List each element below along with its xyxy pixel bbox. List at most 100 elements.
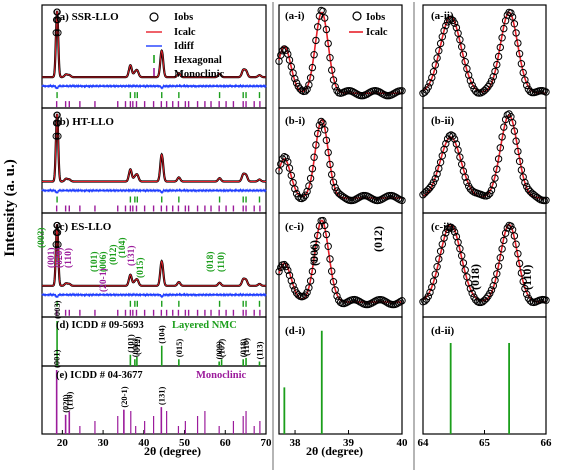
zoom-iobs-point <box>336 298 345 307</box>
x-tick-label: 30 <box>98 437 110 449</box>
hkl-label-hexagonal: (110) <box>216 252 227 272</box>
zoom-iobs-point <box>493 270 501 278</box>
zoom-iobs-point <box>494 155 503 163</box>
zoom-iobs-point <box>514 147 522 156</box>
zoom-iobs-point <box>461 173 469 181</box>
zoom-iobs-point <box>329 278 338 286</box>
label-d-i: (d-i) <box>285 325 306 337</box>
zoom-iobs-point <box>287 277 295 285</box>
zoom-legend-iobs: Iobs <box>366 12 385 23</box>
zoom-iobs-point <box>301 87 310 95</box>
zoom-iobs-point <box>424 83 432 91</box>
zoom-iobs-point <box>424 292 432 301</box>
zoom-iobs-point <box>496 144 504 152</box>
zoom-iobs-point <box>496 254 504 262</box>
icdd-hexagonal-label: (006) <box>130 339 140 358</box>
zoom-iobs-point <box>515 157 524 166</box>
zoom-iobs-point <box>429 178 438 187</box>
zoom-iobs-point <box>507 9 515 17</box>
zoom-iobs-point <box>498 34 506 42</box>
row-a-label: (a) SSR-LLO <box>56 11 119 23</box>
icdd-hexagonal-label: (101) <box>125 334 135 353</box>
zoom-iobs-point <box>507 222 515 230</box>
iobs-point <box>53 111 61 119</box>
icdd-monoclinic-label: (131) <box>156 387 166 406</box>
icalc-line <box>42 10 266 78</box>
zoom-iobs-point <box>442 139 450 148</box>
zoom-iobs-point <box>500 24 508 33</box>
zoom-iobs-point <box>450 135 459 143</box>
hkl-label-hexagonal: (101) <box>89 251 100 272</box>
zoom-iobs-point <box>500 123 508 131</box>
zoom-iobs-point <box>310 153 318 161</box>
zoom-iobs-point <box>456 36 464 44</box>
label-b-ii: (b-ii) <box>431 115 455 127</box>
column-separator <box>272 2 274 470</box>
zoom-iobs-point <box>308 267 317 276</box>
zoom-iobs-point <box>421 88 429 96</box>
zoom-iobs-point <box>523 290 531 298</box>
icdd-hexagonal-label: (018) <box>238 339 248 358</box>
zoom-x-tick-label: 40 <box>397 437 409 449</box>
zoom-iobs-point <box>487 286 496 294</box>
zoom-iobs-point <box>456 245 464 253</box>
row-e-note: Monoclinic <box>196 370 247 381</box>
zoom-iobs-point <box>314 129 322 138</box>
row-c-label: (c) ES-LLO <box>56 221 112 233</box>
zoom-iobs-point <box>542 196 550 205</box>
zoom-iobs-point <box>396 298 404 306</box>
icdd-hexagonal-label: (107) <box>217 339 227 358</box>
zoom-iobs-point <box>468 289 476 297</box>
zoom-iobs-point <box>277 160 285 168</box>
zoom-iobs-point <box>491 67 499 76</box>
zoom-iobs-point <box>429 68 438 76</box>
zoom-iobs-point <box>303 85 311 93</box>
zoom-iobs-point <box>285 271 294 279</box>
zoom-iobs-point <box>450 228 459 236</box>
zoom-iobs-point <box>487 77 496 85</box>
zoom-iobs-point <box>326 54 334 62</box>
zoom-iobs-point <box>514 39 522 47</box>
zoom-iobs-point <box>312 36 320 45</box>
zoom-iobs-point <box>291 185 299 193</box>
zoom-iobs-point <box>521 178 529 187</box>
zoom-iobs-point <box>321 221 329 230</box>
icdd-monoclinic-label: (110) <box>64 391 74 409</box>
zoom-iobs-point <box>328 170 336 179</box>
iobs-trace <box>42 224 266 287</box>
zoom-iobs-point <box>285 164 294 172</box>
zoom-iobs-point <box>459 259 468 267</box>
zoom-iobs-point <box>426 288 434 297</box>
zoom-iobs-point <box>329 178 338 186</box>
hkl-label-hexagonal: (104) <box>117 237 128 258</box>
zoom-iobs-point <box>461 266 469 274</box>
zoom-iobs-point <box>322 25 331 34</box>
zoom-iobs-point <box>458 252 466 260</box>
zoom-iobs-point <box>468 81 476 90</box>
icdd-hexagonal-label: (113) <box>254 341 264 359</box>
zoom-iobs-point <box>308 63 317 72</box>
zoom-iobs-point <box>491 276 499 284</box>
zoom-iobs-point <box>398 196 406 205</box>
zoom-iobs-point <box>519 68 527 77</box>
icdd-hexagonal-label: (012) <box>132 336 142 355</box>
zoom-iobs-point <box>277 51 285 59</box>
zoom-iobs-point <box>305 182 313 190</box>
x-tick-label: 50 <box>179 437 191 449</box>
x-tick-label: 60 <box>220 437 232 449</box>
zoom-iobs-point <box>510 232 519 240</box>
label-d-ii: (d-ii) <box>431 325 455 337</box>
zoom-iobs-point <box>435 47 443 55</box>
icdd-monoclinic-label: (20-1) <box>119 386 129 407</box>
zoom-iobs-point <box>519 277 527 286</box>
zoom-iobs-point <box>433 170 441 178</box>
idiff-line <box>41 187 267 195</box>
zoom-iobs-point <box>542 296 550 304</box>
zoom-iobs-point <box>510 127 519 135</box>
zoom-iobs-point <box>493 165 501 173</box>
zoom-iobs-point <box>503 111 511 119</box>
label-a-ii: (a-ii) <box>431 10 454 22</box>
zoom-iobs-point <box>314 231 322 240</box>
x-tick-label: 70 <box>261 437 273 449</box>
zoom-iobs-point <box>459 50 468 58</box>
